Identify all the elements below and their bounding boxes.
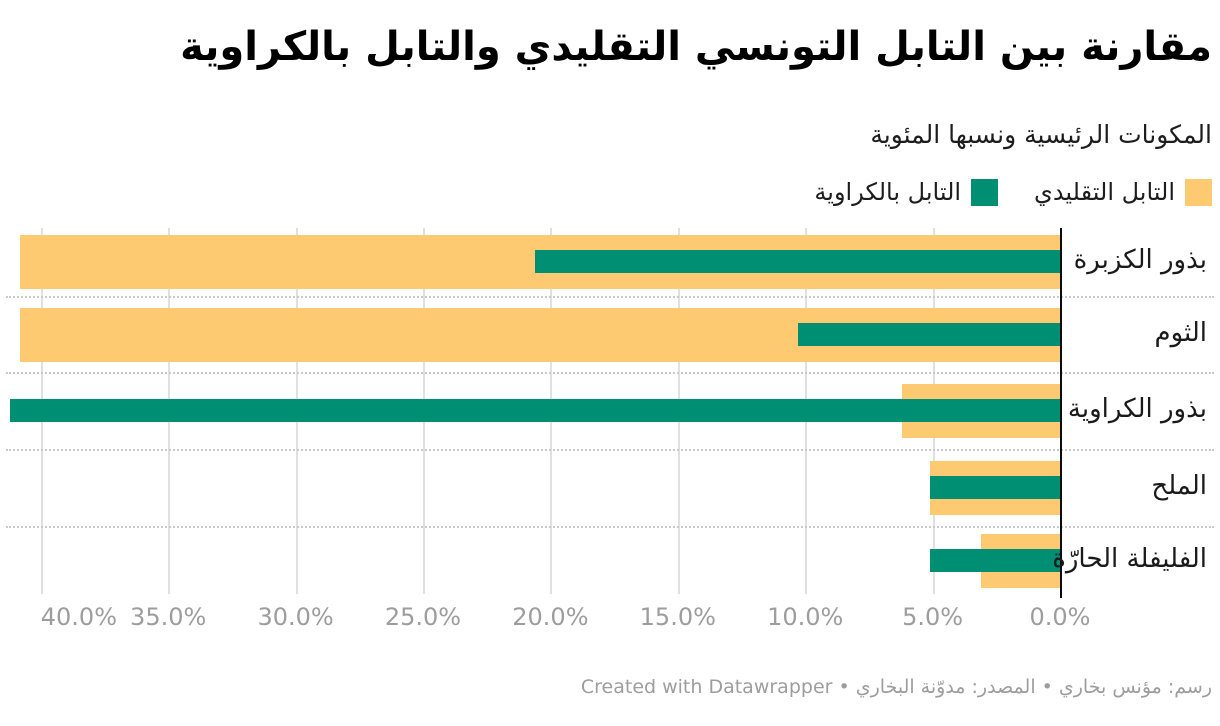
chart-subtitle: المكونات الرئيسية ونسبها المئوية [870, 120, 1212, 149]
x-tick-label: 40.0% [40, 603, 118, 631]
legend: التابل التقليدي التابل بالكراوية [8, 178, 1212, 206]
x-tick-label: 0.0% [1029, 603, 1091, 631]
category-label: الفليفلة الحارّة [1052, 543, 1207, 574]
x-tick-label: 10.0% [767, 603, 844, 631]
bar-caraway [535, 250, 1060, 273]
bar-caraway [797, 322, 1060, 346]
row-separator [6, 526, 1214, 528]
legend-swatch-traditional-icon [1185, 178, 1212, 206]
x-tick-label: 15.0% [639, 603, 716, 631]
bar-caraway [930, 475, 1060, 499]
x-tick-label: 35.0% [130, 603, 207, 631]
category-label: بذور الكراوية [1067, 393, 1207, 424]
bar-caraway [10, 398, 1060, 422]
bar-caraway [930, 548, 1060, 572]
legend-label-caraway: التابل بالكراوية [814, 178, 962, 206]
row-separator [6, 372, 1214, 374]
category-label: بذور الكزبرة [1073, 245, 1207, 275]
footer-credit: رسم: مؤنس بخاري • المصدر: مدوّنة البخاري… [580, 676, 1212, 698]
zero-axis-line [1060, 228, 1062, 598]
x-tick-label: 20.0% [512, 603, 589, 631]
category-label: الملح [1151, 470, 1207, 501]
row-separator [6, 296, 1214, 298]
chart-title: مقارنة بين التابل التونسي التقليدي والتا… [180, 24, 1212, 70]
row-separator [6, 449, 1214, 451]
legend-label-traditional: التابل التقليدي [1034, 178, 1175, 206]
legend-swatch-caraway-icon [971, 178, 999, 206]
x-tick-label: 30.0% [257, 603, 334, 631]
category-label: الثوم [1154, 317, 1207, 348]
legend-item-traditional: التابل التقليدي [1034, 178, 1212, 206]
legend-item-caraway: التابل بالكراوية [814, 178, 999, 206]
x-tick-label: 25.0% [384, 603, 462, 631]
x-tick-label: 5.0% [902, 603, 964, 631]
